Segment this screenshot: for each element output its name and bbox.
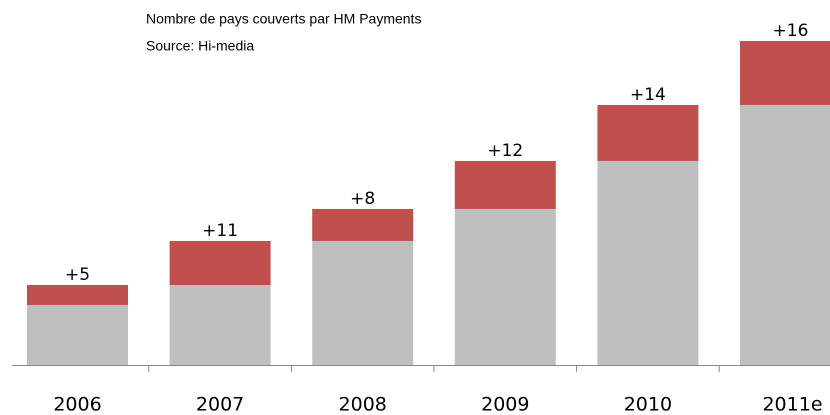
- value-label: +5: [65, 265, 90, 285]
- x-tick-label: 2010: [624, 394, 672, 415]
- x-tick-label: 2006: [53, 394, 101, 415]
- value-label: +16: [773, 21, 809, 41]
- bar-segment: [740, 105, 830, 365]
- value-label: +14: [630, 85, 666, 105]
- x-tick-label: 2009: [481, 394, 529, 415]
- x-tick-label: 2008: [339, 394, 387, 415]
- bar-segment: [312, 209, 414, 241]
- bar-segment: [740, 41, 830, 105]
- bar-segment: [312, 241, 414, 365]
- x-tick-label: 2011e: [762, 394, 822, 415]
- bar-segment: [169, 285, 271, 365]
- value-label: +8: [350, 189, 375, 209]
- bar-segment: [597, 161, 699, 365]
- x-tick-label: 2007: [196, 394, 244, 415]
- bar-segment: [27, 305, 128, 365]
- bar-segment: [27, 285, 128, 305]
- bar-segment: [169, 241, 271, 285]
- bar-segment: [454, 161, 556, 209]
- bar-segment: [454, 209, 556, 365]
- chart-subtitle: Source: Hi-media: [146, 38, 254, 54]
- value-label: +12: [487, 141, 523, 161]
- bar-segment: [597, 105, 699, 161]
- value-label: +11: [202, 221, 238, 241]
- chart-title: Nombre de pays couverts par HM Payments: [146, 11, 421, 27]
